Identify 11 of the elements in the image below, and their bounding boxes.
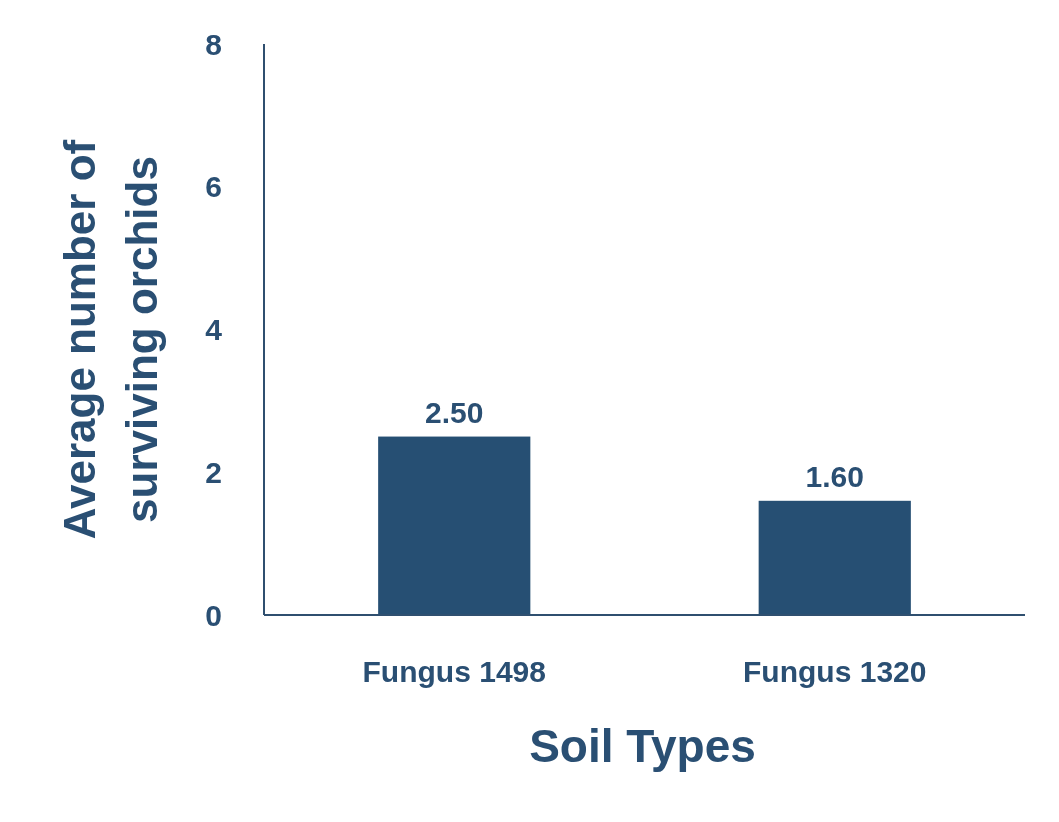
x-tick-label: Fungus 1498 [362, 655, 546, 688]
x-tick-label: Fungus 1320 [743, 655, 927, 688]
y-tick-label: 8 [205, 27, 222, 61]
y-tick-label: 4 [205, 313, 223, 346]
x-axis-title: Soil Types [529, 720, 756, 772]
y-axis-title: Average number of surviving orchids [55, 139, 166, 540]
data-label: 2.50 [425, 395, 484, 429]
y-tick-label: 6 [205, 170, 222, 204]
data-label: 1.60 [805, 459, 864, 493]
y-tick-label: 0 [205, 598, 222, 632]
y-tick-label: 2 [205, 455, 222, 489]
